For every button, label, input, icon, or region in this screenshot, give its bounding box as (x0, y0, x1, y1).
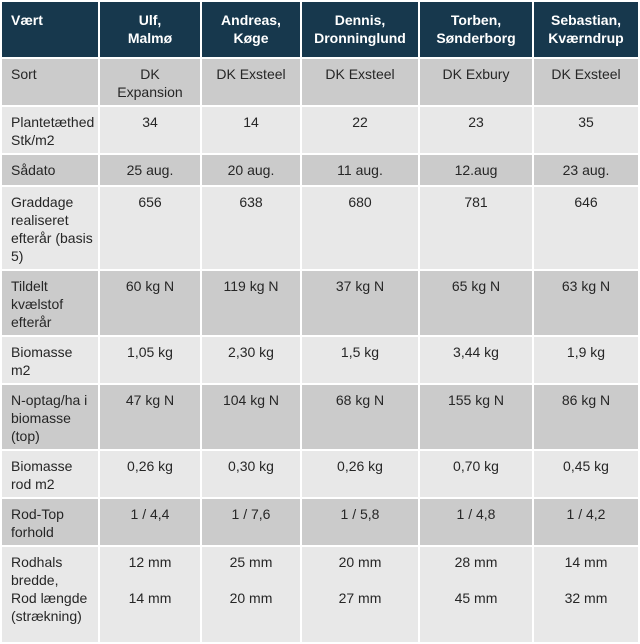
value-cell: 0,30 kg (202, 451, 300, 497)
value-cell: 1,9 kg (534, 337, 638, 383)
value-cell: 86 kg N (534, 385, 638, 449)
row-label-biomasse-rod: Biomasse rod m2 (2, 451, 98, 497)
value-cell: 35 (534, 107, 638, 153)
table-row-rod-top-forhold: Rod-Top forhold 1 / 4,4 1 / 7,6 1 / 5,8 … (2, 499, 638, 545)
value-cell: 2,30 kg (202, 337, 300, 383)
value-cell: 22 (302, 107, 418, 153)
header-cell-ulf-malmoe: Ulf, Malmø (100, 2, 200, 57)
value-cell: 781 (420, 187, 532, 269)
value-cell: 20 aug. (202, 155, 300, 185)
value-cell: DK Exbury (420, 59, 532, 105)
row-label-sort: Sort (2, 59, 98, 105)
value-cell: 60 kg N (100, 271, 200, 335)
value-cell: 68 kg N (302, 385, 418, 449)
value-cell: 63 kg N (534, 271, 638, 335)
value-cell: 37 kg N (302, 271, 418, 335)
value-cell: 1 / 4,4 (100, 499, 200, 545)
header-cell-dennis-dronninglund: Dennis, Dronninglund (302, 2, 418, 57)
row-label-n-optag: N-optag/ha i biomasse (top) (2, 385, 98, 449)
value-cell: 1 / 7,6 (202, 499, 300, 545)
value-cell: 25 mm 20 mm (202, 547, 300, 642)
row-label-plantetaethed: Plantetæthed Stk/m2 (2, 107, 98, 153)
value-cell: 0,26 kg (302, 451, 418, 497)
header-cell-andreas-koege: Andreas, Køge (202, 2, 300, 57)
value-cell: 104 kg N (202, 385, 300, 449)
table-row-tildelt-kvaelstof: Tildelt kvælstof efterår 60 kg N 119 kg … (2, 271, 638, 335)
header-cell-sebastian-kvaerndrup: Sebastian, Kværndrup (534, 2, 638, 57)
value-cell: 23 aug. (534, 155, 638, 185)
value-cell: 65 kg N (420, 271, 532, 335)
value-cell: 0,70 kg (420, 451, 532, 497)
value-cell: 12 mm 14 mm (100, 547, 200, 642)
table-row-saadato: Sådato 25 aug. 20 aug. 11 aug. 12.aug 23… (2, 155, 638, 185)
value-cell: DK Expansion (100, 59, 200, 105)
header-cell-vaert: Vært (2, 2, 98, 57)
value-cell: DK Exsteel (202, 59, 300, 105)
table-row-plantetaethed: Plantetæthed Stk/m2 34 14 22 23 35 (2, 107, 638, 153)
row-label-graddage: Graddage realiseret efterår (basis 5) (2, 187, 98, 269)
value-cell: 656 (100, 187, 200, 269)
value-cell: 23 (420, 107, 532, 153)
value-cell: 680 (302, 187, 418, 269)
value-cell: 14 mm 32 mm (534, 547, 638, 642)
row-label-rod-top-forhold: Rod-Top forhold (2, 499, 98, 545)
table-row-biomasse-m2: Biomasse m2 1,05 kg 2,30 kg 1,5 kg 3,44 … (2, 337, 638, 383)
value-cell: 34 (100, 107, 200, 153)
table-row-sort: Sort DK Expansion DK Exsteel DK Exsteel … (2, 59, 638, 105)
header-cell-torben-soenderborg: Torben, Sønderborg (420, 2, 532, 57)
row-label-saadato: Sådato (2, 155, 98, 185)
table-row-n-optag: N-optag/ha i biomasse (top) 47 kg N 104 … (2, 385, 638, 449)
value-cell: 1,5 kg (302, 337, 418, 383)
value-cell: 119 kg N (202, 271, 300, 335)
value-cell: 155 kg N (420, 385, 532, 449)
value-cell: 638 (202, 187, 300, 269)
value-cell: 0,45 kg (534, 451, 638, 497)
value-cell: 0,26 kg (100, 451, 200, 497)
row-label-rodhals: Rodhals bredde, Rod længde (strækning) (2, 547, 98, 642)
value-cell: 12.aug (420, 155, 532, 185)
row-label-biomasse-m2: Biomasse m2 (2, 337, 98, 383)
table-row-rodhals: Rodhals bredde, Rod længde (strækning) 1… (2, 547, 638, 642)
value-cell: 20 mm 27 mm (302, 547, 418, 642)
table-row-graddage: Graddage realiseret efterår (basis 5) 65… (2, 187, 638, 269)
value-cell: DK Exsteel (302, 59, 418, 105)
row-label-tildelt-kvaelstof: Tildelt kvælstof efterår (2, 271, 98, 335)
value-cell: 1,05 kg (100, 337, 200, 383)
value-cell: 47 kg N (100, 385, 200, 449)
value-cell: 1 / 5,8 (302, 499, 418, 545)
header-row: Vært Ulf, Malmø Andreas, Køge Dennis, Dr… (2, 2, 638, 57)
value-cell: 1 / 4,2 (534, 499, 638, 545)
value-cell: 11 aug. (302, 155, 418, 185)
value-cell: 646 (534, 187, 638, 269)
value-cell: 14 (202, 107, 300, 153)
table-row-biomasse-rod: Biomasse rod m2 0,26 kg 0,30 kg 0,26 kg … (2, 451, 638, 497)
value-cell: 25 aug. (100, 155, 200, 185)
value-cell: 1 / 4,8 (420, 499, 532, 545)
value-cell: 3,44 kg (420, 337, 532, 383)
value-cell: DK Exsteel (534, 59, 638, 105)
value-cell: 28 mm 45 mm (420, 547, 532, 642)
